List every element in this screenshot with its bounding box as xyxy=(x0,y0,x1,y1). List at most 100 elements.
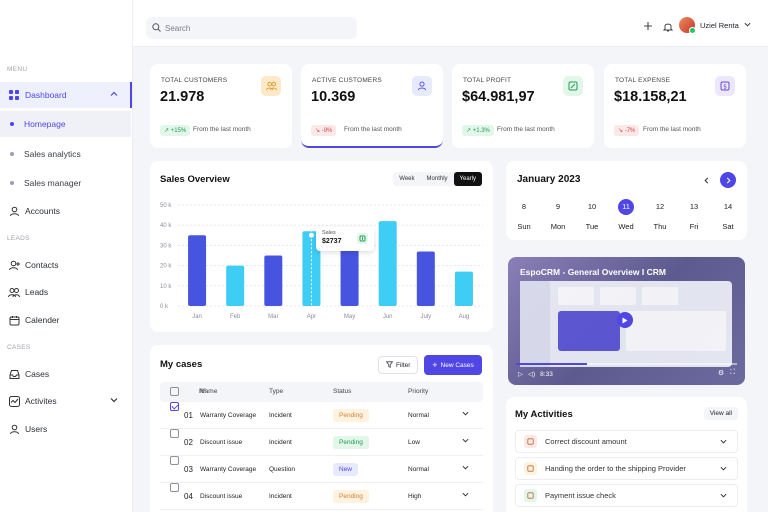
sidebar-item-cases[interactable]: Cases xyxy=(0,361,132,387)
day-weekday: Wed xyxy=(618,222,634,231)
activity-item[interactable]: Handing the order to the shipping Provid… xyxy=(515,457,738,480)
user-menu[interactable]: Uziel Renta xyxy=(679,17,751,34)
y-tick-label: 40 k xyxy=(160,223,172,229)
calendar-icon xyxy=(8,314,20,326)
status-badge: Pending xyxy=(333,490,369,503)
bar-aug xyxy=(454,271,473,306)
dollar-icon: $ xyxy=(715,76,735,96)
section-label-cases: CASES xyxy=(7,344,31,351)
fullscreen-icon[interactable]: ⛶ xyxy=(730,369,735,376)
sidebar-item-label: Cases xyxy=(25,369,50,379)
stat-badge: ↗ +15% xyxy=(160,125,191,136)
user-icon xyxy=(412,76,432,96)
calendar-day[interactable]: 13 Fri xyxy=(685,199,703,231)
video-title: EspoCRM - General Overview I CRM xyxy=(520,267,666,277)
status-badge: Pending xyxy=(333,436,369,449)
activity-label: Payment issue check xyxy=(545,491,616,500)
row-no: 02 xyxy=(184,438,193,447)
tooltip-label: Sales xyxy=(322,230,336,236)
range-week[interactable]: Week xyxy=(399,176,415,182)
sidebar-item-accounts[interactable]: Accounts xyxy=(0,198,132,224)
calendar-day[interactable]: 10 Tue xyxy=(583,199,601,231)
day-number: 10 xyxy=(587,202,597,211)
y-tick-label: 0 k xyxy=(160,304,169,310)
view-all-button[interactable]: View all xyxy=(703,407,738,420)
table-row[interactable]: 04 Discount issue Incident Pending High xyxy=(160,483,483,510)
bar-mar xyxy=(264,255,283,306)
day-weekday: Sat xyxy=(722,222,734,231)
filter-button[interactable]: Filter xyxy=(378,356,419,374)
chevron-down-icon[interactable] xyxy=(462,483,469,510)
row-type: Incident xyxy=(269,412,292,419)
settings-icon[interactable]: ⚙ xyxy=(717,370,725,377)
bar-jan xyxy=(188,235,207,306)
sidebar-sub-label: Homepage xyxy=(24,119,66,129)
x-tick-label: Feb xyxy=(230,314,241,320)
chevron-down-icon xyxy=(110,396,118,406)
row-checkbox[interactable] xyxy=(170,483,179,492)
row-checkbox[interactable] xyxy=(170,402,179,411)
search-input[interactable] xyxy=(165,23,345,33)
sidebar-item-activites[interactable]: Activites xyxy=(0,388,132,414)
video-player[interactable]: EspoCRM - General Overview I CRM ▷ ◁) 8:… xyxy=(508,257,745,385)
table-row[interactable]: 03 Warranty Coverage Question New Normal xyxy=(160,456,483,483)
chevron-down-icon[interactable] xyxy=(462,429,469,456)
sidebar-sub-label: Sales manager xyxy=(24,178,82,188)
x-tick-label: Jun xyxy=(383,314,393,320)
stat-label: TOTAL EXPENSE xyxy=(615,77,671,84)
chevron-right-icon[interactable] xyxy=(720,172,736,188)
calendar-day[interactable]: 12 Thu xyxy=(651,199,669,231)
day-number: 12 xyxy=(655,202,665,211)
new-cases-button[interactable]: + New Cases xyxy=(424,355,482,375)
sidebar-item-dashboard[interactable]: Dashboard xyxy=(0,82,132,108)
day-weekday: Mon xyxy=(550,222,566,231)
sidebar-item-users[interactable]: Users xyxy=(0,416,132,442)
avatar xyxy=(679,17,696,34)
tooltip-point xyxy=(307,231,315,239)
sidebar-item-calender[interactable]: Calender xyxy=(0,307,132,333)
calendar-day[interactable]: 9 Mon xyxy=(549,199,567,231)
activity-item[interactable]: Correct discount amount xyxy=(515,430,738,453)
calendar-day[interactable]: 14 Sat xyxy=(719,199,737,231)
play-icon[interactable] xyxy=(617,312,633,328)
table-row[interactable]: 01 Warranty Coverage Incident Pending Normal xyxy=(160,402,483,429)
range-monthly[interactable]: Monthly xyxy=(426,176,448,182)
chevron-down-icon[interactable] xyxy=(462,456,469,483)
row-no: 03 xyxy=(184,465,193,474)
user-icon xyxy=(8,423,20,435)
sidebar-sub-sales-analytics[interactable]: Sales analytics xyxy=(0,141,131,167)
chevron-left-icon[interactable] xyxy=(698,172,714,188)
calendar-day[interactable]: 8 Sun xyxy=(515,199,533,231)
stat-value: 10.369 xyxy=(311,89,356,105)
volume-icon[interactable]: ◁) xyxy=(528,371,536,378)
sidebar-item-leads[interactable]: Leads xyxy=(0,279,132,305)
calendar-day[interactable]: 11 Wed xyxy=(617,199,635,231)
user-name: Uziel Renta xyxy=(700,20,739,30)
chevron-down-icon[interactable] xyxy=(462,402,469,429)
play-icon[interactable]: ▷ xyxy=(518,371,523,378)
sidebar-sub-sales-manager[interactable]: Sales manager xyxy=(0,170,131,196)
activity-item[interactable]: Payment issue check xyxy=(515,484,738,507)
day-number: 11 xyxy=(618,199,634,215)
sidebar-sub-homepage[interactable]: Homepage xyxy=(0,111,131,137)
new-cases-label: New Cases xyxy=(440,361,474,369)
select-all-checkbox[interactable] xyxy=(170,387,179,396)
row-checkbox[interactable] xyxy=(170,429,179,438)
col-name: Name xyxy=(200,388,218,395)
table-row[interactable]: 02 Discount issue Incident Pending Low xyxy=(160,429,483,456)
y-tick-label: 30 k xyxy=(160,243,172,249)
grid-icon xyxy=(8,89,20,101)
sidebar-item-contacts[interactable]: Contacts xyxy=(0,252,132,278)
y-tick-label: 10 k xyxy=(160,284,172,290)
video-progress-bar[interactable] xyxy=(516,363,737,365)
table-header: Nº Name Type Status Priority xyxy=(160,382,483,402)
section-label-leads: LEADS xyxy=(7,235,30,242)
row-priority: Low xyxy=(408,439,420,446)
bell-icon[interactable] xyxy=(662,20,674,32)
stat-from: From the last month xyxy=(344,126,402,133)
row-checkbox[interactable] xyxy=(170,456,179,465)
range-yearly[interactable]: Yearly xyxy=(453,172,482,186)
plus-icon[interactable] xyxy=(642,20,654,32)
stat-value: $18.158,21 xyxy=(614,89,687,105)
bar-feb xyxy=(226,265,245,306)
